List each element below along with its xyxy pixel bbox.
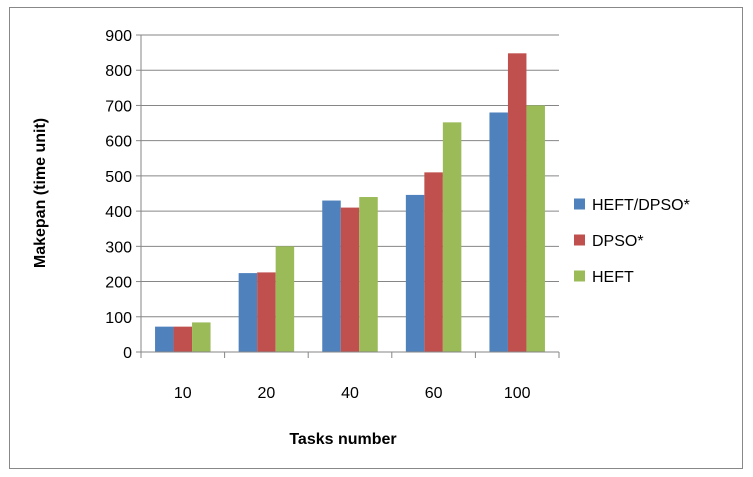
bar-heft-dpso-100: [489, 112, 508, 352]
bar-heft-40: [359, 197, 378, 352]
bar-dpso-100: [507, 53, 527, 353]
y-tick-labels: 0 100 200 300 400 500 600 700 800 900: [105, 28, 132, 362]
bar-heft-20: [275, 246, 295, 352]
bar-heft-dpso-60: [405, 194, 425, 352]
y-tick-label: 700: [105, 98, 132, 115]
legend-label: HEFT: [592, 269, 634, 286]
legend-label: HEFT/DPSO*: [592, 197, 690, 214]
y-tick-label: 600: [105, 134, 132, 151]
legend: HEFT/DPSO* DPSO* HEFT: [574, 197, 690, 286]
y-tick-label: 800: [105, 63, 132, 80]
x-axis-title: Tasks number: [289, 431, 396, 448]
bar-dpso-10: [173, 326, 193, 352]
x-tick-label: 100: [504, 385, 531, 402]
bar-heft-60: [442, 122, 462, 353]
bar-heft-dpso-10: [155, 326, 174, 352]
axes: [136, 34, 560, 358]
y-tick-label: 100: [105, 310, 132, 327]
x-tick-label: 10: [174, 385, 192, 402]
bar-heft-10: [192, 322, 211, 352]
bar-heft-100: [526, 105, 545, 352]
bar-dpso-40: [340, 207, 360, 352]
gridlines: [141, 34, 559, 318]
x-tick-labels: 10 20 40 60 100: [174, 385, 531, 402]
y-tick-label: 900: [105, 28, 132, 45]
y-tick-label: 300: [105, 239, 132, 256]
x-tick-label: 60: [425, 385, 443, 402]
x-tick-label: 40: [341, 385, 359, 402]
bar-dpso-20: [257, 272, 276, 352]
x-tick-label: 20: [258, 385, 276, 402]
bar-heft-dpso-20: [238, 273, 258, 352]
y-tick-label: 500: [105, 169, 132, 186]
y-tick-label: 0: [123, 345, 132, 362]
bar-dpso-60: [424, 172, 443, 352]
bar-heft-dpso-40: [322, 200, 341, 352]
bars: [155, 53, 545, 353]
legend-swatch: [574, 270, 585, 282]
legend-swatch: [574, 198, 585, 210]
y-axis-title: Makepan (time unit): [32, 118, 49, 268]
legend-swatch: [574, 234, 585, 246]
legend-label: DPSO*: [592, 233, 644, 250]
y-tick-label: 400: [105, 204, 132, 221]
y-tick-label: 200: [105, 275, 132, 292]
